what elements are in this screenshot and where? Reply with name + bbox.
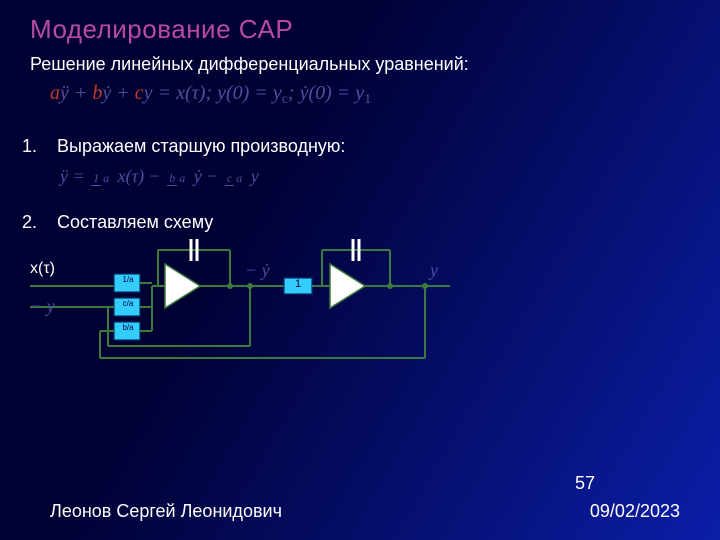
input-label: x(τ) [30, 260, 55, 278]
gain-ba: b/a [118, 324, 138, 332]
gain-1: 1 [288, 280, 308, 288]
step-2-text: Составляем схему [57, 212, 213, 232]
gain-1a: 1/a [118, 276, 138, 284]
step-1-num: 1. [22, 136, 37, 156]
coeff-a: a [50, 82, 60, 104]
step-2-num: 2. [22, 212, 37, 232]
node-my: − y [30, 296, 55, 317]
node-mydot: − ẏ [245, 260, 270, 281]
footer-date: 09/02/2023 [590, 501, 680, 522]
coeff-b: b [92, 82, 102, 104]
ydot: ẏ [102, 82, 111, 104]
coeff-c: c [135, 82, 144, 104]
slide: Моделирование САР Решение линейных диффе… [0, 0, 720, 540]
slide-title: Моделирование САР [30, 14, 293, 45]
footer-author: Леонов Сергей Леонидович [50, 501, 282, 522]
subtitle: Решение линейных дифференциальных уравне… [30, 54, 469, 75]
step-1-text: Выражаем старшую производную: [57, 136, 345, 156]
yd0: ẏ(0) = [300, 82, 356, 104]
circuit-diagram: x(τ) − ẏ y − y 1/a c/a b/a 1 [30, 238, 460, 378]
y: y [144, 82, 153, 104]
x: x [176, 82, 185, 104]
main-equation: aÿ + bẏ + cy = x(τ); y(0) = yc; ẏ(0) = y… [50, 82, 371, 108]
gain-ca: c/a [118, 300, 138, 308]
y0: y(0) = [217, 82, 273, 104]
node-y: y [430, 260, 438, 281]
yddot: ÿ [60, 82, 69, 104]
step-1: 1. Выражаем старшую производную: [22, 136, 345, 157]
step-2: 2. Составляем схему [22, 212, 213, 233]
circuit-svg [30, 238, 460, 378]
page-number: 57 [575, 473, 595, 494]
solved-equation: ÿ = 1a x(τ) − ba ẏ − ca y [60, 166, 259, 187]
